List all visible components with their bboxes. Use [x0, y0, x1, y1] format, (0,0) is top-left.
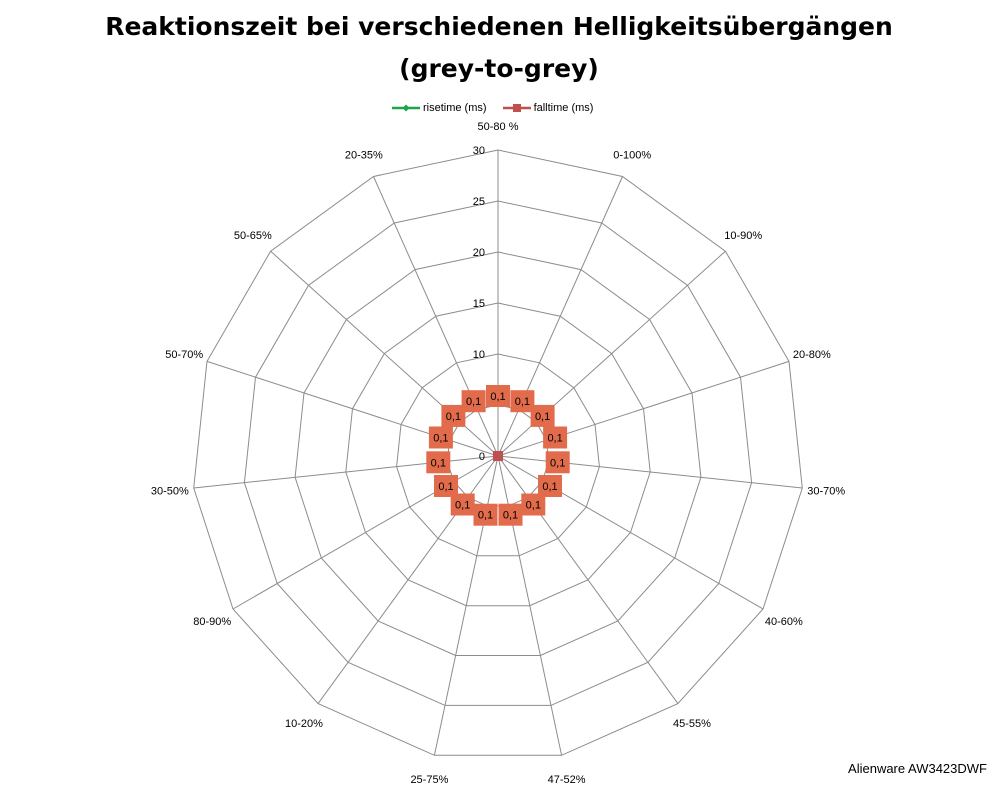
grid-ring-20 — [294, 251, 702, 656]
axis-spoke — [373, 176, 499, 457]
tick-label: 30 — [473, 145, 485, 157]
grid-ring-5 — [446, 404, 550, 507]
data-label: 0,1 — [503, 510, 518, 522]
axis-spoke — [497, 455, 764, 610]
category-label: 20-35% — [345, 150, 383, 162]
tick-label: 20 — [473, 247, 485, 259]
category-label: 50-80 % — [478, 121, 519, 133]
data-label: 0,1 — [455, 500, 470, 512]
data-label-box — [498, 503, 523, 526]
legend-label-falltime: falltime (ms) — [533, 102, 594, 114]
data-label-box — [486, 385, 510, 407]
data-label: 0,1 — [433, 433, 448, 445]
data-label-box — [461, 390, 486, 413]
category-label: 50-70% — [165, 349, 203, 361]
data-label-box — [510, 390, 535, 413]
grid-ring-30 — [193, 149, 803, 756]
axis-spoke — [497, 176, 623, 457]
category-label: 40-60% — [765, 616, 803, 628]
category-label: 10-90% — [724, 230, 762, 242]
category-label: 47-52% — [548, 774, 586, 786]
data-label: 0,1 — [478, 510, 493, 522]
chart-title: Reaktionszeit bei verschiedenen Helligke… — [105, 12, 893, 41]
category-label: 45-55% — [673, 718, 711, 730]
legend-item-risetime: risetime (ms) — [392, 102, 487, 114]
data-label: 0,1 — [431, 457, 446, 469]
category-label: 25-75% — [410, 774, 448, 786]
data-label: 0,1 — [550, 457, 565, 469]
tick-label: 25 — [473, 196, 485, 208]
watermark-text: Alienware AW3423DWF — [848, 761, 987, 776]
data-label-box — [545, 451, 570, 474]
data-label: 0,1 — [466, 396, 481, 408]
data-label: 0,1 — [542, 481, 557, 493]
data-label: 0,1 — [438, 481, 453, 493]
category-label: 30-50% — [151, 486, 189, 498]
data-label: 0,1 — [547, 433, 562, 445]
axis-spoke — [317, 455, 499, 704]
axis-spoke — [497, 455, 679, 704]
grid-ring-10 — [396, 353, 600, 557]
data-label-box — [473, 503, 498, 526]
data-label-box — [426, 451, 451, 474]
legend-swatch-risetime — [392, 104, 420, 112]
data-label-box — [543, 426, 568, 449]
legend-label-risetime: risetime (ms) — [423, 102, 487, 114]
falltime-point — [493, 451, 503, 461]
grid-ring-25 — [243, 200, 753, 706]
data-label-box — [538, 475, 562, 497]
category-label: 50-65% — [234, 230, 272, 242]
category-label: 20-80% — [793, 349, 831, 361]
tick-label: 15 — [473, 298, 485, 310]
category-label: 10-20% — [285, 718, 323, 730]
category-label: 0-100% — [613, 150, 651, 162]
axis-spoke — [232, 455, 499, 610]
chart-subtitle: (grey-to-grey) — [399, 54, 599, 83]
data-label-box — [441, 404, 466, 427]
data-label: 0,1 — [515, 396, 530, 408]
data-label-box — [434, 475, 458, 497]
data-label-box — [521, 493, 546, 516]
data-label: 0,1 — [535, 411, 550, 423]
data-label-box — [530, 404, 555, 427]
tick-label: 10 — [473, 349, 485, 361]
legend-swatch-falltime — [502, 104, 531, 112]
data-label: 0,1 — [490, 391, 505, 403]
data-label-box — [450, 493, 475, 516]
category-label: 80-90% — [193, 616, 231, 628]
data-label: 0,1 — [446, 411, 461, 423]
data-label: 0,1 — [526, 500, 541, 512]
category-label: 30-70% — [807, 486, 845, 498]
chart-legend: risetime (ms) falltime (ms) — [392, 100, 609, 116]
data-label-box — [428, 426, 453, 449]
tick-label: 0 — [479, 451, 485, 463]
legend-item-falltime: falltime (ms) — [502, 102, 594, 114]
grid-ring-15 — [345, 302, 651, 607]
